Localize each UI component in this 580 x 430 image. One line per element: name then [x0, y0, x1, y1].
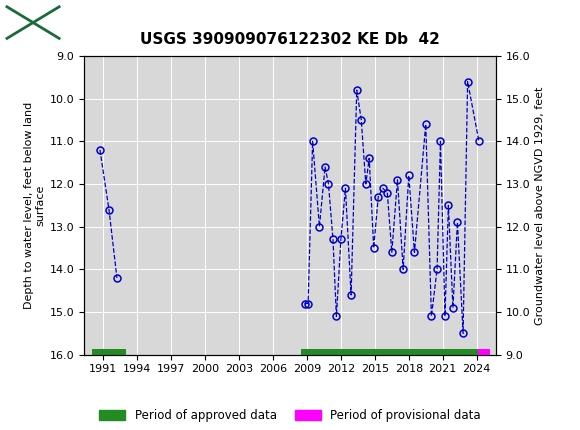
Legend: Period of approved data, Period of provisional data: Period of approved data, Period of provi… — [99, 409, 481, 422]
Y-axis label: Groundwater level above NGVD 1929, feet: Groundwater level above NGVD 1929, feet — [535, 86, 545, 325]
Y-axis label: Depth to water level, feet below land
surface: Depth to water level, feet below land su… — [24, 102, 45, 309]
FancyBboxPatch shape — [7, 7, 59, 38]
Text: USGS: USGS — [67, 14, 122, 31]
Text: USGS 390909076122302 KE Db  42: USGS 390909076122302 KE Db 42 — [140, 32, 440, 47]
